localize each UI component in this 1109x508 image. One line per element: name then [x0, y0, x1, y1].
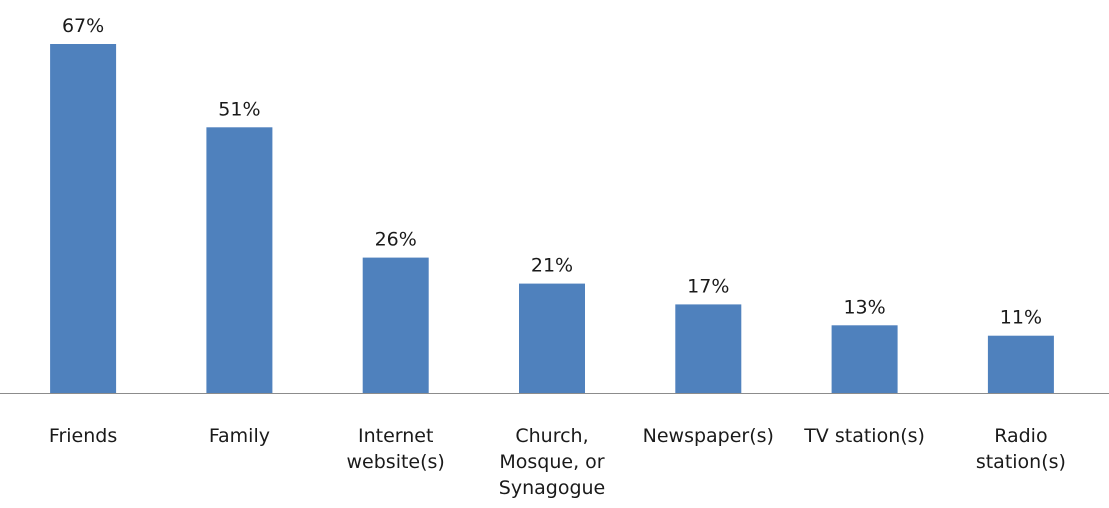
category-label-line: Radio [994, 425, 1047, 447]
data-labels-layer: 67% 51% 26% 21% 17% 13% 11% [62, 15, 1042, 329]
data-label-internet-website-s: 26% [375, 229, 417, 251]
category-label-line: Friends [49, 425, 117, 447]
bar-church-mosque-or-synagogue [519, 283, 585, 393]
category-label-line: Newspaper(s) [643, 425, 774, 447]
category-label-internet-website-s: Internet website(s) [347, 425, 445, 473]
data-label-radio-station-s: 11% [1000, 307, 1042, 329]
category-label-line: station(s) [976, 451, 1066, 473]
category-label-family: Family [209, 425, 270, 447]
category-label-radio-station-s: Radio station(s) [976, 425, 1066, 473]
category-label-line: TV station(s) [803, 425, 925, 447]
category-label-line: Church, [515, 425, 588, 447]
data-label-newspaper-s: 17% [687, 275, 729, 297]
bar-family [206, 127, 273, 394]
category-label-tv-station-s: TV station(s) [803, 425, 925, 447]
category-labels-layer: Friends Family Internet website(s) Church, Mo… [49, 425, 1066, 499]
data-label-friends: 67% [62, 15, 104, 37]
category-label-line: Mosque, or [499, 451, 604, 473]
bar-internet-website-s [362, 257, 429, 393]
category-label-line: Synagogue [499, 477, 605, 499]
data-label-tv-station-s: 13% [843, 296, 885, 318]
data-label-church-mosque-or-synagogue: 21% [531, 255, 573, 277]
category-label-line: Family [209, 425, 270, 447]
category-label-friends: Friends [49, 425, 117, 447]
bar-radio-station-s [987, 335, 1054, 393]
bar-tv-station-s [831, 325, 898, 393]
bar-newspaper-s [675, 304, 742, 393]
category-label-line: website(s) [347, 451, 445, 473]
bar-friends [50, 44, 117, 393]
bars-layer [50, 44, 1054, 394]
category-label-line: Internet [358, 425, 433, 447]
category-label-newspaper-s: Newspaper(s) [643, 425, 774, 447]
data-label-family: 51% [218, 98, 260, 120]
category-label-church-mosque-or-synagogue: Church, Mosque, or Synagogue [499, 425, 605, 499]
